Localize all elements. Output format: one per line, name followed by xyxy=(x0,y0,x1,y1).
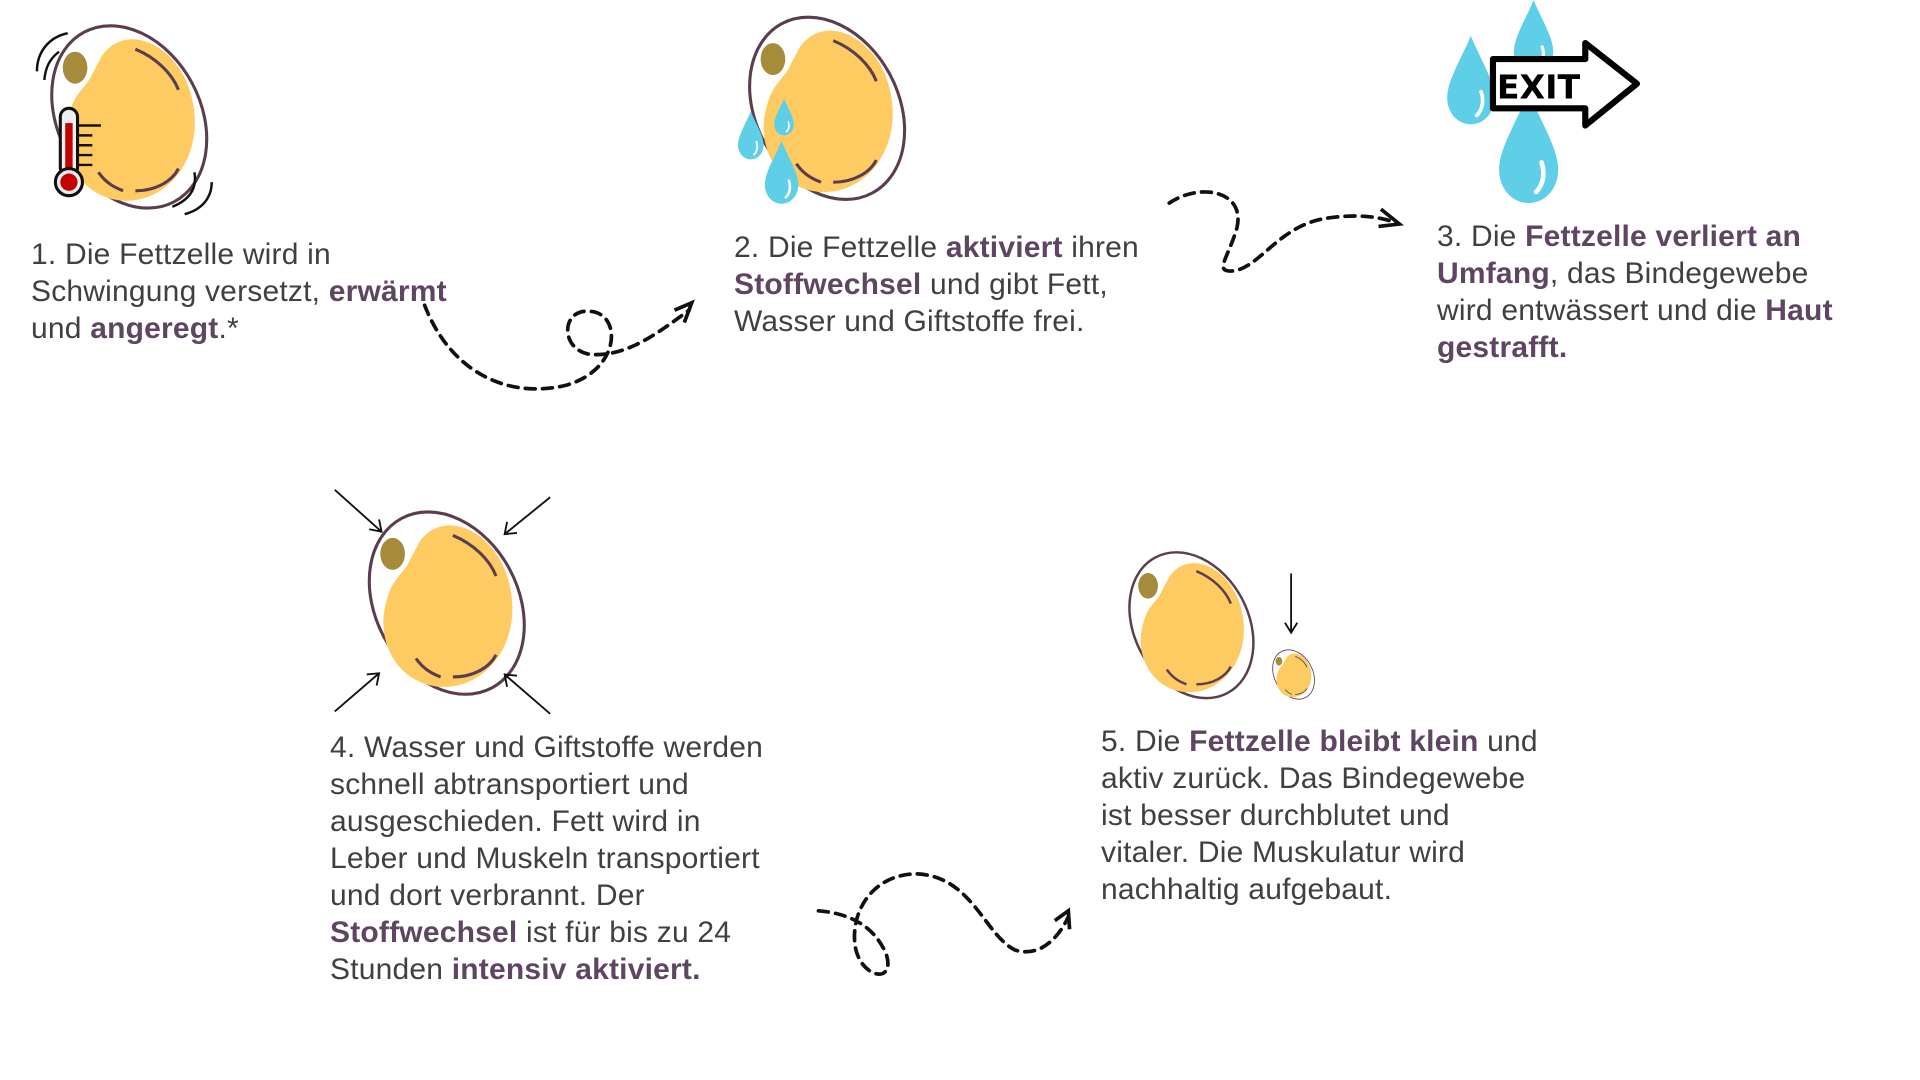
text-line: Schwingung versetzt, erwärmt xyxy=(31,273,447,310)
highlighted-text: Fettzelle verliert an xyxy=(1525,220,1802,253)
text-line: 5. Die Fettzelle bleibt klein und xyxy=(1101,723,1538,760)
dashed-arrow-1-to-2 xyxy=(422,303,692,391)
step-2-text: 2. Die Fettzelle aktiviert ihren Stoffwec… xyxy=(734,229,1139,340)
highlighted-text: Stoffwechsel xyxy=(734,268,922,301)
vibrating-fat-cell-thermometer-icon xyxy=(19,0,239,237)
text-segment: 3. Die xyxy=(1437,220,1526,253)
text-line: Umfang, das Bindegewebe xyxy=(1437,255,1833,292)
text-line: Stunden intensiv aktiviert. xyxy=(330,951,763,988)
text-line: Stoffwechsel ist für bis zu 24 xyxy=(330,914,763,951)
text-segment: , das Bindegewebe xyxy=(1549,257,1809,290)
text-line: 2. Die Fettzelle aktiviert ihren xyxy=(734,229,1139,266)
text-segment: und dort verbrannt. Der xyxy=(330,879,645,912)
text-line: ausgeschieden. Fett wird in xyxy=(330,803,763,840)
highlighted-text: Fettzelle bleibt klein xyxy=(1189,725,1479,758)
text-line: vitaler. Die Muskulatur wird xyxy=(1101,834,1538,871)
water-drops-exit-icon: EXIT xyxy=(1445,0,1641,203)
text-line: Stoffwechsel und gibt Fett, xyxy=(734,266,1139,303)
fat-cell-water-drops-icon xyxy=(717,0,937,229)
dashed-arrow-4-to-5 xyxy=(816,872,1071,976)
compressed-fat-cell-icon xyxy=(334,483,557,723)
text-line: nachhaltig aufgebaut. xyxy=(1101,871,1538,908)
text-line: und dort verbrannt. Der xyxy=(330,877,763,914)
arrowhead-icon xyxy=(1378,207,1405,229)
dashed-arrow-2-to-3 xyxy=(1167,190,1399,273)
text-segment: und xyxy=(1478,725,1538,758)
text-segment: Leber und Muskeln transportiert xyxy=(330,842,760,875)
text-segment: vitaler. Die Muskulatur wird xyxy=(1101,836,1466,869)
text-segment: ausgeschieden. Fett wird in xyxy=(330,805,701,838)
text-segment: 5. Die xyxy=(1101,725,1190,758)
shrinking-fat-cell-icon xyxy=(1103,529,1324,722)
text-line: ist besser durchblutet und xyxy=(1101,797,1538,834)
highlighted-text: intensiv aktiviert. xyxy=(451,953,701,986)
text-segment: ist besser durchblutet und xyxy=(1101,799,1450,832)
step-4-text: 4. Wasser und Giftstoffe werden schnell a… xyxy=(330,729,763,988)
text-segment: 2. Die Fettzelle xyxy=(734,231,946,264)
text-line: und angeregt.* xyxy=(31,310,447,347)
text-segment: ihren xyxy=(1062,231,1139,264)
text-segment: aktiv zurück. Das Bindegewebe xyxy=(1101,762,1526,795)
text-segment: schnell abtransportiert und xyxy=(330,768,689,801)
text-line: schnell abtransportiert und xyxy=(330,766,763,803)
arrowhead-icon xyxy=(673,299,695,324)
text-line: wird entwässert und die Haut xyxy=(1437,292,1833,329)
text-line: Leber und Muskeln transportiert xyxy=(330,840,763,877)
text-segment: .* xyxy=(218,312,239,345)
highlighted-text: Haut xyxy=(1765,294,1833,327)
text-segment: 1. Die Fettzelle wird in xyxy=(31,238,331,271)
arrowhead-icon xyxy=(1053,907,1072,930)
text-segment: Stunden xyxy=(330,953,452,986)
step-3-text: 3. Die Fettzelle verliert an Umfang, das … xyxy=(1437,218,1833,366)
text-line: 4. Wasser und Giftstoffe werden xyxy=(330,729,763,766)
highlighted-text: Umfang xyxy=(1437,257,1550,290)
highlighted-text: erwärmt xyxy=(328,275,447,308)
text-segment: 4. Wasser und Giftstoffe werden xyxy=(330,731,764,764)
highlighted-text: angeregt xyxy=(90,312,219,345)
text-line: aktiv zurück. Das Bindegewebe xyxy=(1101,760,1538,797)
highlighted-text: aktiviert xyxy=(945,231,1063,264)
text-line: Wasser und Giftstoffe frei. xyxy=(734,303,1139,340)
text-segment: wird entwässert und die xyxy=(1437,294,1766,327)
highlighted-text: Stoffwechsel xyxy=(330,916,518,949)
highlighted-text: gestrafft. xyxy=(1437,331,1568,364)
text-segment: Wasser und Giftstoffe frei. xyxy=(734,305,1085,338)
text-segment: ist für bis zu 24 xyxy=(517,916,732,949)
text-segment: nachhaltig aufgebaut. xyxy=(1101,873,1393,906)
text-segment: Schwingung versetzt, xyxy=(31,275,329,308)
step-5-text: 5. Die Fettzelle bleibt klein und aktiv z… xyxy=(1101,723,1538,908)
text-line: 1. Die Fettzelle wird in xyxy=(31,236,447,273)
text-line: 3. Die Fettzelle verliert an xyxy=(1437,218,1833,255)
text-segment: und xyxy=(31,312,91,345)
text-segment: und gibt Fett, xyxy=(921,268,1108,301)
step-1-text: 1. Die Fettzelle wird in Schwingung verse… xyxy=(31,236,447,347)
exit-sign-text: EXIT xyxy=(1497,67,1581,106)
text-line: gestrafft. xyxy=(1437,329,1833,366)
